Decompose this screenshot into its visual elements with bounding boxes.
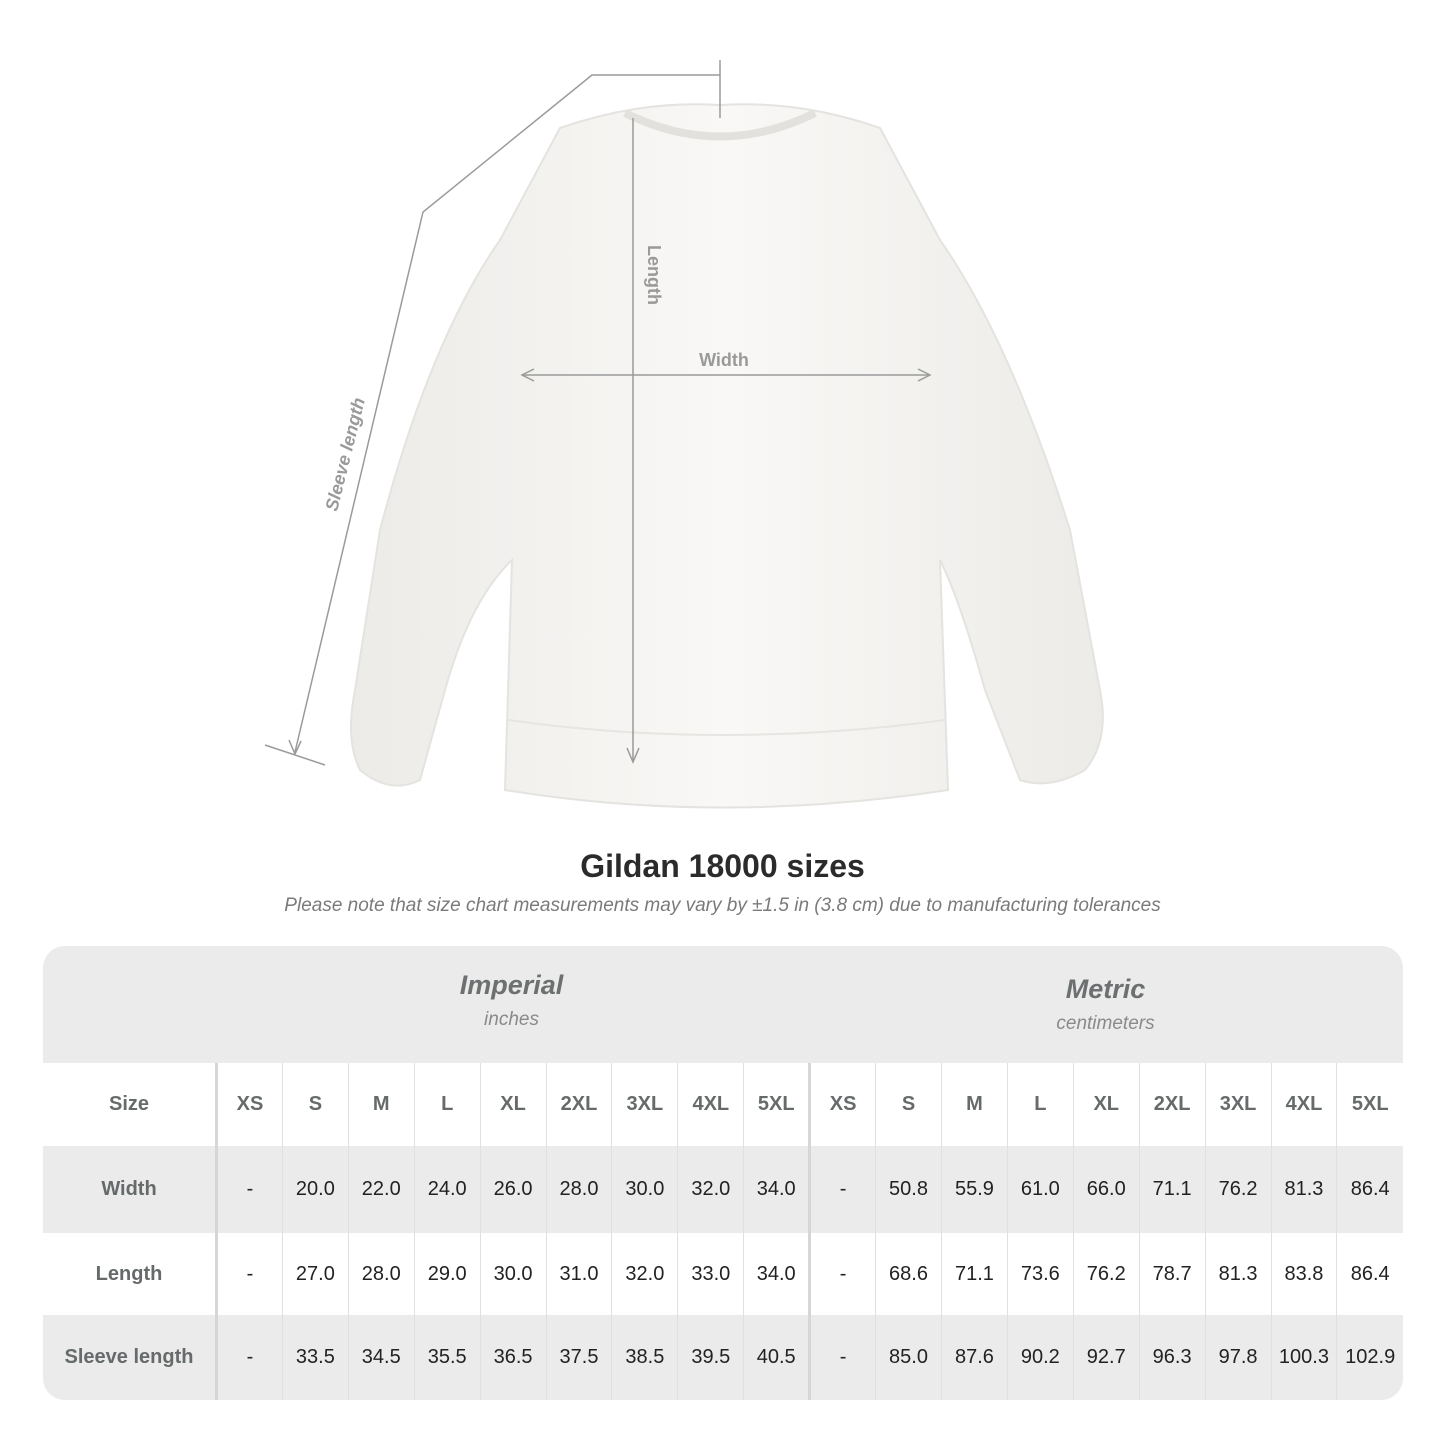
imperial-value-cell: 26.0 bbox=[479, 1146, 547, 1233]
metric-value-cell: 76.2 bbox=[1204, 1146, 1271, 1233]
imperial-size-3xl: 3XL bbox=[611, 1063, 678, 1146]
imperial-value-cell: 27.0 bbox=[281, 1233, 349, 1315]
metric-value-cell: 71.1 bbox=[940, 1233, 1008, 1315]
size-header: Size bbox=[43, 1063, 218, 1146]
imperial-value-cell: 35.5 bbox=[413, 1315, 481, 1400]
metric-size-xs: XS bbox=[808, 1063, 876, 1146]
imperial-size-2xl: 2XL bbox=[545, 1063, 612, 1146]
metric-size-m: M bbox=[940, 1063, 1008, 1146]
imperial-value-cell: 34.5 bbox=[347, 1315, 415, 1400]
imperial-size-4xl: 4XL bbox=[677, 1063, 744, 1146]
metric-value-cell: 100.3 bbox=[1270, 1315, 1337, 1400]
metric-size-s: S bbox=[875, 1063, 942, 1146]
metric-value-cell: 55.9 bbox=[940, 1146, 1008, 1233]
metric-size-3xl: 3XL bbox=[1204, 1063, 1271, 1146]
metric-value-cell: 71.1 bbox=[1138, 1146, 1206, 1233]
imperial-size-xl: XL bbox=[479, 1063, 547, 1146]
imperial-unit: inches bbox=[484, 1009, 539, 1030]
imperial-value-cell: 40.5 bbox=[743, 1315, 810, 1400]
imperial-value-cell: 39.5 bbox=[677, 1315, 744, 1400]
size-table: Size XS S M L XL 2XL 3XL 4XL 5XL XS S M L XL 2XL 3XL 4XL 5… bbox=[43, 1063, 1403, 1400]
metric-value-cell: 86.4 bbox=[1336, 1146, 1403, 1233]
tolerance-note: Please note that size chart measurements… bbox=[284, 895, 1161, 916]
sweatshirt-measurement-diagram: Length Width Sleeve length bbox=[264, 60, 1104, 809]
metric-value-cell: - bbox=[808, 1233, 876, 1315]
imperial-title: Imperial bbox=[459, 970, 564, 1000]
table-row: Sleeve length -33.5 34.5 35.5 36.5 37.5 38.5 39… bbox=[43, 1315, 1403, 1400]
imperial-value-cell: 38.5 bbox=[611, 1315, 678, 1400]
imperial-value-cell: 30.0 bbox=[611, 1146, 678, 1233]
imperial-size-xs: XS bbox=[216, 1063, 283, 1146]
imperial-value-cell: - bbox=[216, 1233, 283, 1315]
sweatshirt-image bbox=[350, 103, 1104, 809]
metric-value-cell: 50.8 bbox=[875, 1146, 942, 1233]
metric-size-xl: XL bbox=[1072, 1063, 1140, 1146]
chart-title: Gildan 18000 sizes bbox=[580, 848, 865, 884]
imperial-value-cell: 24.0 bbox=[413, 1146, 481, 1233]
metric-size-l: L bbox=[1006, 1063, 1074, 1146]
length-label: Length bbox=[644, 245, 664, 305]
imperial-value-cell: 32.0 bbox=[611, 1233, 678, 1315]
imperial-value-cell: 32.0 bbox=[677, 1146, 744, 1233]
metric-value-cell: 102.9 bbox=[1336, 1315, 1403, 1400]
metric-value-cell: 83.8 bbox=[1270, 1233, 1337, 1315]
table-header-row: Size XS S M L XL 2XL 3XL 4XL 5XL XS S M L XL 2XL 3XL 4XL 5… bbox=[43, 1063, 1403, 1146]
width-label: Width bbox=[699, 350, 749, 370]
imperial-value-cell: 22.0 bbox=[347, 1146, 415, 1233]
imperial-value-cell: 37.5 bbox=[545, 1315, 612, 1400]
sleeve-length-line bbox=[294, 74, 720, 753]
imperial-value-cell: 20.0 bbox=[281, 1146, 349, 1233]
metric-value-cell: 92.7 bbox=[1072, 1315, 1140, 1400]
metric-value-cell: - bbox=[808, 1146, 876, 1233]
metric-title: Metric bbox=[1065, 974, 1146, 1004]
metric-value-cell: 96.3 bbox=[1138, 1315, 1206, 1400]
measurement-lines bbox=[264, 60, 932, 766]
imperial-value-cell: 34.0 bbox=[743, 1233, 810, 1315]
imperial-value-cell: - bbox=[216, 1315, 283, 1400]
metric-value-cell: 81.3 bbox=[1270, 1146, 1337, 1233]
imperial-value-cell: 28.0 bbox=[347, 1233, 415, 1315]
imperial-value-cell: - bbox=[216, 1146, 283, 1233]
metric-value-cell: 68.6 bbox=[875, 1233, 942, 1315]
metric-value-cell: 87.6 bbox=[940, 1315, 1008, 1400]
metric-header: Metric centimeters bbox=[808, 946, 1403, 1067]
metric-value-cell: 61.0 bbox=[1006, 1146, 1074, 1233]
row-label: Width bbox=[43, 1146, 218, 1233]
row-label: Length bbox=[43, 1233, 218, 1315]
metric-unit: centimeters bbox=[1056, 1013, 1155, 1034]
imperial-value-cell: 28.0 bbox=[545, 1146, 612, 1233]
imperial-size-s: S bbox=[281, 1063, 349, 1146]
metric-value-cell: 78.7 bbox=[1138, 1233, 1206, 1315]
metric-size-5xl: 5XL bbox=[1336, 1063, 1403, 1146]
metric-value-cell: 76.2 bbox=[1072, 1233, 1140, 1315]
imperial-value-cell: 33.5 bbox=[281, 1315, 349, 1400]
metric-value-cell: 73.6 bbox=[1006, 1233, 1074, 1315]
imperial-value-cell: 30.0 bbox=[479, 1233, 547, 1315]
imperial-header: Imperial inches bbox=[215, 946, 808, 1063]
imperial-value-cell: 34.0 bbox=[743, 1146, 810, 1233]
imperial-value-cell: 33.0 bbox=[677, 1233, 744, 1315]
metric-value-cell: 66.0 bbox=[1072, 1146, 1140, 1233]
metric-value-cell: 86.4 bbox=[1336, 1233, 1403, 1315]
imperial-value-cell: 31.0 bbox=[545, 1233, 612, 1315]
imperial-value-cell: 36.5 bbox=[479, 1315, 547, 1400]
row-label: Sleeve length bbox=[43, 1315, 218, 1400]
imperial-size-l: L bbox=[413, 1063, 481, 1146]
size-table-panel: Imperial inches Metric centimeters Size X… bbox=[43, 946, 1403, 1400]
table-row: Width -20.0 22.0 24.0 26.0 28.0 30.0 32.0 34.0-5… bbox=[43, 1146, 1403, 1233]
metric-size-4xl: 4XL bbox=[1270, 1063, 1337, 1146]
sleeve-length-label: Sleeve length bbox=[321, 396, 368, 513]
imperial-size-m: M bbox=[347, 1063, 415, 1146]
metric-value-cell: 90.2 bbox=[1006, 1315, 1074, 1400]
metric-value-cell: - bbox=[808, 1315, 876, 1400]
metric-value-cell: 81.3 bbox=[1204, 1233, 1271, 1315]
imperial-size-5xl: 5XL bbox=[743, 1063, 810, 1146]
metric-value-cell: 85.0 bbox=[875, 1315, 942, 1400]
table-row: Length -27.0 28.0 29.0 30.0 31.0 32.0 33.0 34.0-… bbox=[43, 1233, 1403, 1315]
metric-size-2xl: 2XL bbox=[1138, 1063, 1206, 1146]
metric-value-cell: 97.8 bbox=[1204, 1315, 1271, 1400]
imperial-value-cell: 29.0 bbox=[413, 1233, 481, 1315]
